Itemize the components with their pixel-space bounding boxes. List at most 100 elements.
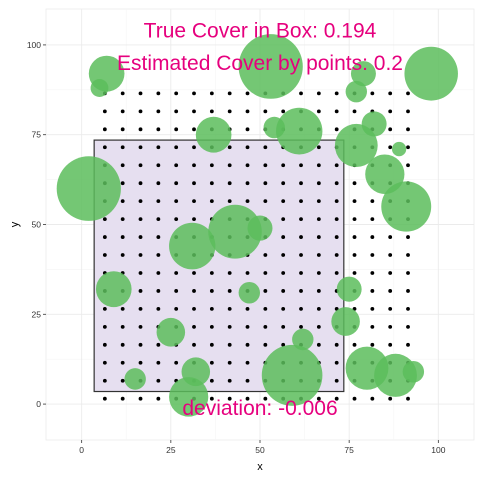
sample-point bbox=[299, 235, 303, 239]
sample-point bbox=[263, 181, 268, 186]
sample-point bbox=[352, 109, 357, 114]
sample-point bbox=[227, 360, 232, 365]
sample-point bbox=[406, 91, 410, 96]
sample-point bbox=[316, 181, 321, 186]
sample-point bbox=[209, 342, 214, 347]
cover-circle bbox=[292, 328, 314, 351]
x-tick-label: 50 bbox=[255, 445, 265, 455]
cover-circle bbox=[238, 34, 303, 99]
sample-point bbox=[245, 324, 250, 329]
sample-point bbox=[388, 396, 393, 401]
sample-point bbox=[156, 217, 161, 222]
deviation-annotation: deviation: -0.006 bbox=[182, 397, 337, 420]
sample-point bbox=[138, 181, 143, 186]
sample-point bbox=[334, 360, 339, 365]
sample-point bbox=[209, 109, 214, 114]
sample-point bbox=[138, 109, 143, 114]
sample-point bbox=[138, 253, 143, 257]
sample-point bbox=[406, 396, 410, 401]
sample-point bbox=[388, 109, 393, 114]
sample-point bbox=[334, 127, 339, 132]
sample-point bbox=[299, 289, 303, 293]
sample-point bbox=[316, 342, 321, 347]
sample-point bbox=[209, 91, 214, 96]
sample-point bbox=[352, 217, 357, 222]
sample-point bbox=[156, 253, 161, 257]
sample-point bbox=[209, 396, 214, 401]
sample-point bbox=[263, 163, 268, 168]
sample-point bbox=[281, 109, 286, 114]
y-tick-label: 0 bbox=[36, 399, 41, 409]
sample-point bbox=[406, 145, 410, 150]
sample-point bbox=[120, 91, 125, 96]
sample-point bbox=[245, 342, 250, 347]
sample-point bbox=[281, 181, 286, 186]
sample-point bbox=[209, 271, 214, 275]
sample-point bbox=[227, 181, 232, 186]
sample-point bbox=[316, 145, 321, 150]
sample-point bbox=[281, 324, 286, 329]
sample-point bbox=[120, 253, 125, 257]
sample-point bbox=[192, 307, 196, 311]
sample-point bbox=[299, 271, 303, 275]
true-cover-annotation: True Cover in Box: 0.194 bbox=[144, 20, 377, 43]
sample-point bbox=[174, 163, 179, 168]
sample-point bbox=[334, 342, 339, 347]
y-tick-label: 25 bbox=[32, 309, 42, 319]
cover-circle bbox=[195, 116, 232, 153]
sample-point bbox=[174, 145, 179, 150]
sample-point bbox=[334, 163, 339, 168]
sample-point bbox=[334, 271, 339, 275]
sample-point bbox=[334, 217, 339, 222]
sample-point bbox=[263, 109, 268, 114]
sample-point bbox=[334, 378, 339, 383]
sample-point bbox=[388, 307, 393, 311]
sample-point bbox=[316, 396, 321, 401]
cover-circle bbox=[124, 368, 146, 390]
sample-point bbox=[174, 217, 179, 222]
sample-point bbox=[281, 199, 286, 204]
cover-circle bbox=[156, 317, 186, 347]
sample-point bbox=[370, 253, 375, 257]
sample-point bbox=[192, 163, 196, 168]
sample-point bbox=[138, 396, 143, 401]
y-axis-title: y bbox=[9, 221, 21, 227]
sample-point bbox=[245, 271, 250, 275]
sample-point bbox=[209, 289, 214, 293]
sample-point bbox=[281, 253, 286, 257]
cover-circle bbox=[391, 141, 407, 157]
sample-point bbox=[388, 342, 393, 347]
sample-point bbox=[299, 307, 303, 311]
sample-point bbox=[388, 127, 393, 132]
sample-point bbox=[406, 289, 410, 293]
sample-point bbox=[263, 271, 268, 275]
sample-point bbox=[156, 181, 161, 186]
sample-point bbox=[245, 127, 250, 132]
sample-point bbox=[102, 253, 107, 257]
cover-circle bbox=[90, 79, 109, 97]
sample-point bbox=[370, 324, 375, 329]
sample-point bbox=[156, 109, 161, 114]
sample-point bbox=[120, 109, 125, 114]
sample-point bbox=[388, 235, 393, 239]
sample-point bbox=[245, 145, 250, 150]
sample-point bbox=[227, 91, 232, 96]
x-axis-title: x bbox=[257, 461, 263, 473]
sample-point bbox=[120, 199, 125, 204]
cover-circles bbox=[56, 34, 458, 417]
sample-point bbox=[102, 396, 107, 401]
sample-point bbox=[138, 235, 143, 239]
sample-point bbox=[406, 235, 410, 239]
sample-point bbox=[316, 199, 321, 204]
sample-point bbox=[316, 109, 321, 114]
sample-point bbox=[245, 199, 250, 204]
sample-point bbox=[334, 396, 339, 401]
sample-point bbox=[120, 396, 125, 401]
sample-point bbox=[174, 91, 179, 96]
sample-point bbox=[174, 109, 179, 114]
sample-point bbox=[192, 342, 196, 347]
sample-point bbox=[174, 307, 179, 311]
sample-point bbox=[281, 217, 286, 222]
sample-point bbox=[174, 181, 179, 186]
